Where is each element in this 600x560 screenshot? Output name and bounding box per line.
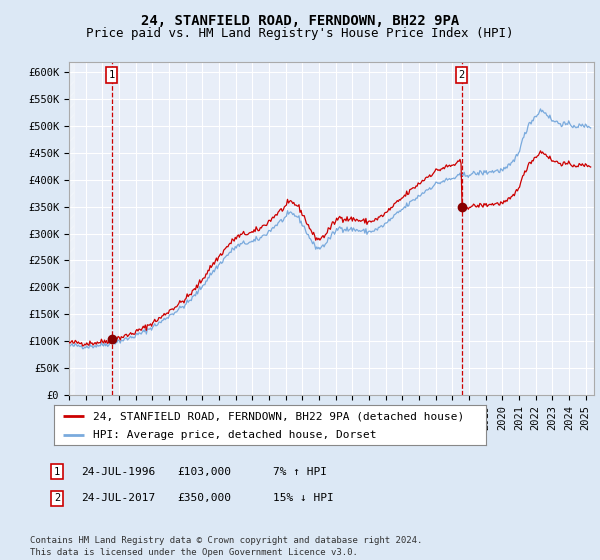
Text: 2: 2 [458, 70, 465, 80]
Text: 1: 1 [54, 466, 60, 477]
Text: 2: 2 [54, 493, 60, 503]
Text: Contains HM Land Registry data © Crown copyright and database right 2024.
This d: Contains HM Land Registry data © Crown c… [30, 536, 422, 557]
Text: 15% ↓ HPI: 15% ↓ HPI [273, 493, 334, 503]
Text: 24-JUL-1996: 24-JUL-1996 [81, 466, 155, 477]
Text: HPI: Average price, detached house, Dorset: HPI: Average price, detached house, Dors… [93, 430, 376, 440]
Text: £103,000: £103,000 [177, 466, 231, 477]
Text: 24, STANFIELD ROAD, FERNDOWN, BH22 9PA: 24, STANFIELD ROAD, FERNDOWN, BH22 9PA [141, 14, 459, 28]
Text: Price paid vs. HM Land Registry's House Price Index (HPI): Price paid vs. HM Land Registry's House … [86, 27, 514, 40]
Text: 24, STANFIELD ROAD, FERNDOWN, BH22 9PA (detached house): 24, STANFIELD ROAD, FERNDOWN, BH22 9PA (… [93, 411, 464, 421]
Text: 24-JUL-2017: 24-JUL-2017 [81, 493, 155, 503]
Text: 1: 1 [109, 70, 115, 80]
Text: 7% ↑ HPI: 7% ↑ HPI [273, 466, 327, 477]
Bar [69, 62, 74, 395]
Text: £350,000: £350,000 [177, 493, 231, 503]
